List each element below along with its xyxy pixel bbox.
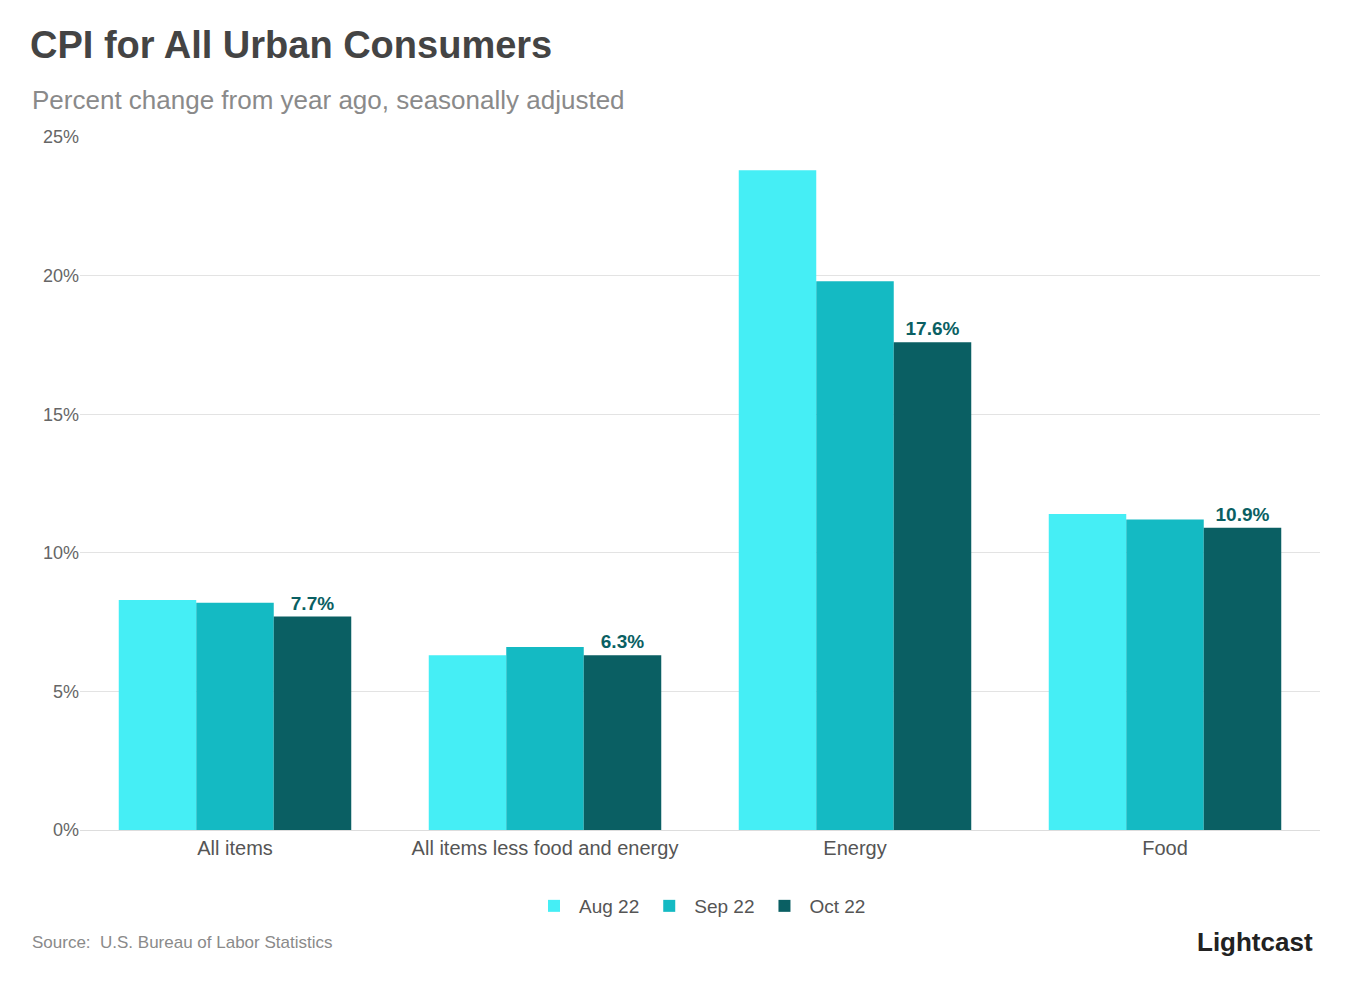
svg-text:10%: 10% bbox=[43, 543, 79, 563]
svg-text:7.7%: 7.7% bbox=[291, 593, 334, 614]
svg-text:Lightcast: Lightcast bbox=[1197, 927, 1313, 957]
svg-text:CPI for All Urban Consumers: CPI for All Urban Consumers bbox=[30, 24, 552, 66]
svg-text:All items: All items bbox=[197, 837, 273, 859]
svg-text:Food: Food bbox=[1142, 837, 1188, 859]
svg-text:Aug 22: Aug 22 bbox=[579, 896, 639, 917]
svg-text:6.3%: 6.3% bbox=[601, 631, 644, 652]
svg-text:Oct 22: Oct 22 bbox=[809, 896, 865, 917]
svg-text:15%: 15% bbox=[43, 405, 79, 425]
svg-text:10.9%: 10.9% bbox=[1216, 504, 1270, 525]
svg-text:All items less food and energy: All items less food and energy bbox=[412, 837, 679, 859]
svg-text:0%: 0% bbox=[53, 820, 79, 840]
svg-text:Source: U.S. Bureau of Labor: Source: U.S. Bureau of Labor Statistics bbox=[32, 933, 332, 952]
svg-text:20%: 20% bbox=[43, 266, 79, 286]
svg-text:Energy: Energy bbox=[823, 837, 886, 859]
svg-text:Sep 22: Sep 22 bbox=[694, 896, 754, 917]
svg-text:25%: 25% bbox=[43, 127, 79, 147]
svg-text:Percent change from year ago,: Percent change from year ago, seasonally… bbox=[32, 85, 625, 115]
svg-text:5%: 5% bbox=[53, 682, 79, 702]
svg-text:17.6%: 17.6% bbox=[906, 318, 960, 339]
